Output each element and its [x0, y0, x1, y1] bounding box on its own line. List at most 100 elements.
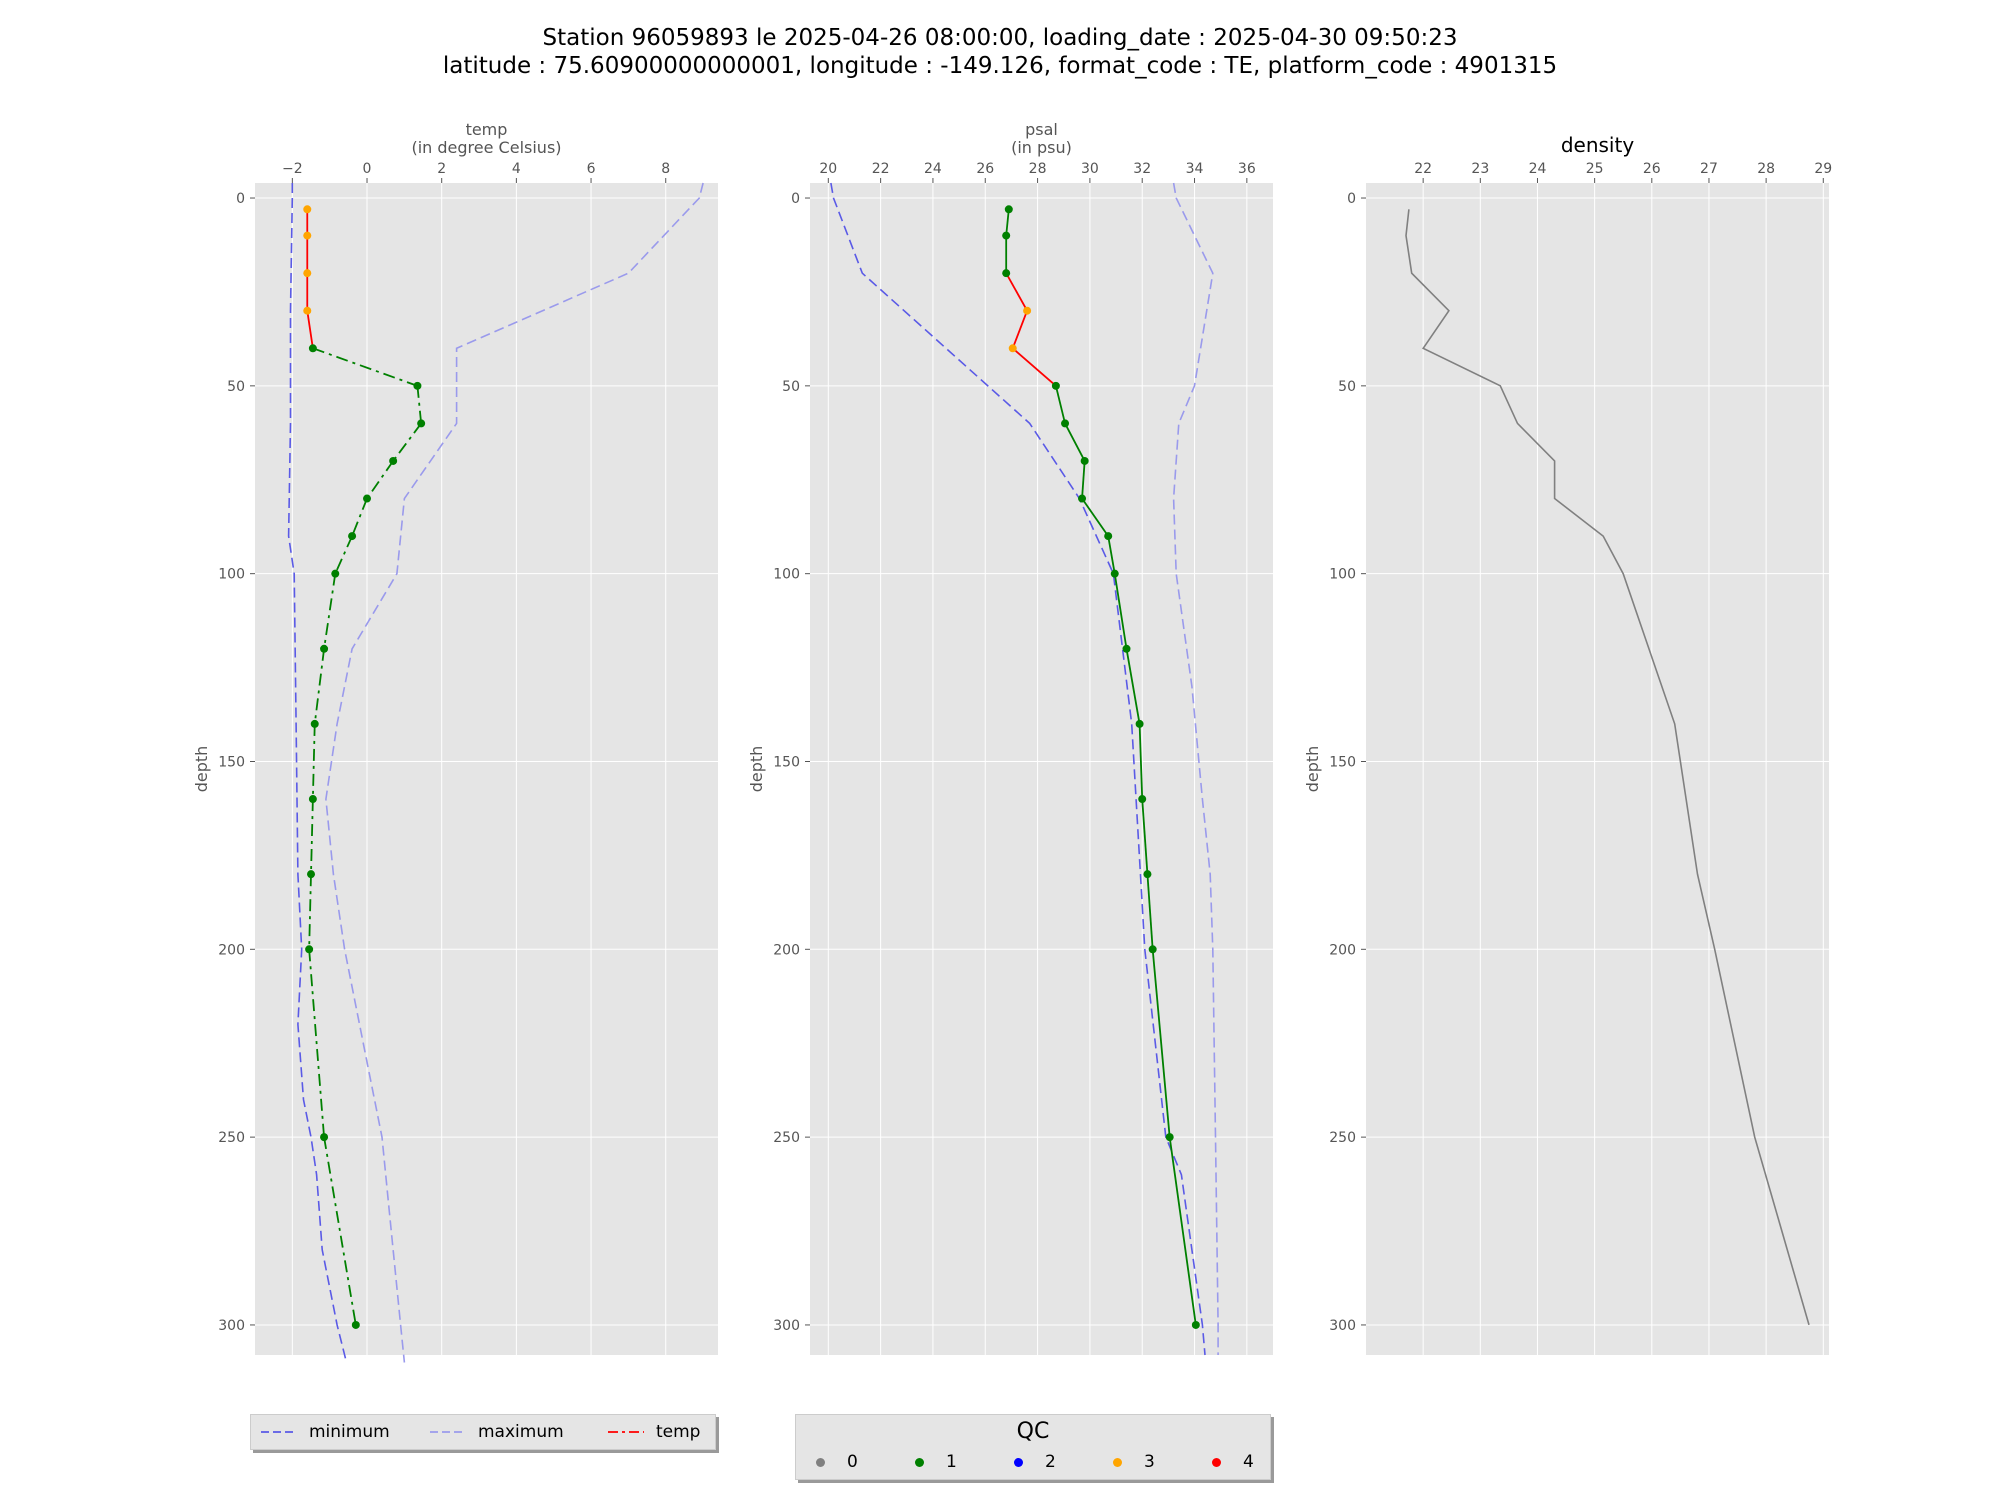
series-temp-point — [308, 795, 317, 804]
series-psal-segment — [1107, 535, 1116, 574]
y-tick-label: 0 — [1347, 191, 1356, 207]
y-tick-label: 200 — [773, 942, 800, 958]
series-psal-point — [1002, 269, 1011, 278]
x-tick-label: 34 — [1186, 161, 1204, 177]
series-psal-point — [1110, 569, 1119, 578]
series-psal-point — [1138, 795, 1147, 804]
y-tick-label: 100 — [773, 567, 800, 583]
y-tick-label: 250 — [218, 1130, 245, 1146]
legend-label: maximum — [478, 1422, 564, 1442]
series-temp-segment — [366, 460, 394, 500]
series-psal-segment — [1168, 1137, 1197, 1326]
x-tick-label: 29 — [1814, 161, 1832, 177]
qc-legend-label: 2 — [1045, 1452, 1056, 1472]
qc-legend-label: 1 — [946, 1452, 957, 1472]
plot-area — [255, 183, 718, 1355]
x-tick-label: −2 — [282, 161, 303, 177]
panel-title-line: (in psu) — [1011, 138, 1072, 157]
series-temp-point — [303, 306, 312, 315]
qc-legend-entry-4: 4 — [1212, 1449, 1254, 1475]
x-tick-label: 22 — [872, 161, 890, 177]
series-psal-segment — [1141, 798, 1149, 875]
series-psal-point — [1135, 719, 1144, 728]
y-tick-label: 0 — [791, 191, 800, 207]
qc-legend-label: 4 — [1243, 1452, 1254, 1472]
series-psal-segment — [1081, 498, 1109, 537]
y-tick-label: 300 — [218, 1318, 245, 1334]
series-temp-segment — [416, 385, 423, 424]
y-tick-label: 50 — [782, 379, 800, 395]
series-temp-point — [303, 205, 312, 214]
series-temp-segment — [306, 310, 314, 349]
legend-entry-minimum: minimum — [257, 1415, 390, 1449]
qc-legend: QC 0 1 2 3 4 — [795, 1414, 1271, 1480]
line-legend: minimum maximum temp — [250, 1414, 716, 1450]
series-psal-segment — [1055, 385, 1066, 424]
qc-marker-icon — [1212, 1457, 1221, 1467]
series-psal-segment — [1138, 723, 1144, 800]
panel-title-line: temp — [466, 120, 508, 139]
panel-density: 22 23 24 25 26 27 28 29 0 50 100 150 200 250 300 depth d… — [1303, 133, 1832, 1355]
series-temp-point — [305, 945, 314, 954]
x-tick-label: 32 — [1133, 161, 1151, 177]
y-tick-label: 0 — [236, 191, 245, 207]
series-psal-segment — [1011, 310, 1028, 349]
series-psal-point — [1023, 306, 1032, 315]
x-tick-label: 28 — [1029, 161, 1047, 177]
series-psal-segment — [1081, 460, 1086, 499]
x-tick-label: 36 — [1238, 161, 1256, 177]
series-maximum-line — [1172, 182, 1219, 1355]
series-temp-point — [417, 419, 426, 428]
series-psal-point — [1078, 494, 1087, 503]
series-temp-segment — [312, 347, 418, 387]
y-tick-label: 100 — [218, 567, 245, 583]
title-line-1: Station 96059893 le 2025-04-26 08:00:00,… — [542, 25, 1458, 51]
panel-title: density — [1561, 133, 1634, 157]
legend-swatch — [430, 1431, 466, 1433]
x-tick-label: 26 — [1643, 161, 1661, 177]
series-temp-point — [348, 532, 357, 541]
panel-title-line: (in degree Celsius) — [411, 138, 561, 157]
series-maximum-line — [325, 182, 704, 1363]
series-temp-point — [310, 719, 319, 728]
x-tick-label: 30 — [1081, 161, 1099, 177]
qc-legend-row: 0 1 2 3 4 — [796, 1449, 1270, 1475]
x-tick-label: 0 — [363, 161, 372, 177]
legend-label: temp — [656, 1422, 701, 1442]
plot-area — [1366, 183, 1829, 1355]
x-tick-label: 4 — [512, 161, 521, 177]
y-tick-label: 150 — [773, 754, 800, 770]
series-temp-point — [413, 381, 422, 390]
qc-legend-title: QC — [1016, 1419, 1050, 1444]
x-tick-label: 28 — [1757, 161, 1775, 177]
qc-legend-label: 3 — [1144, 1452, 1155, 1472]
series-temp-segment — [308, 949, 325, 1138]
series-temp-point — [307, 870, 316, 879]
series-temp-point — [303, 231, 312, 240]
series-temp-point — [331, 569, 340, 578]
series-temp-point — [308, 344, 317, 353]
x-tick-label: 26 — [976, 161, 994, 177]
series-psal-point — [1051, 381, 1060, 390]
y-tick-label: 300 — [1329, 1318, 1356, 1334]
series-temp-segment — [392, 422, 422, 462]
qc-marker-icon — [915, 1457, 924, 1467]
x-tick-label: 25 — [1586, 161, 1604, 177]
series-density-line — [1405, 209, 1810, 1326]
qc-legend-entry-1: 1 — [915, 1449, 957, 1475]
y-tick-label: 50 — [1338, 379, 1356, 395]
series-psal-point — [1080, 456, 1089, 465]
series-temp-point — [351, 1320, 360, 1329]
series-psal-point — [1165, 1133, 1174, 1142]
series-temp-point — [320, 1133, 329, 1142]
series-temp-point — [363, 494, 372, 503]
y-tick-label: 200 — [218, 942, 245, 958]
y-axis-label: depth — [1303, 746, 1322, 793]
panel-title-line: psal — [1025, 120, 1058, 139]
x-tick-label: 27 — [1700, 161, 1718, 177]
series-psal-segment — [1005, 209, 1010, 236]
series-psal-point — [1104, 532, 1113, 541]
series-psal-point — [1008, 344, 1017, 353]
y-tick-label: 300 — [773, 1318, 800, 1334]
